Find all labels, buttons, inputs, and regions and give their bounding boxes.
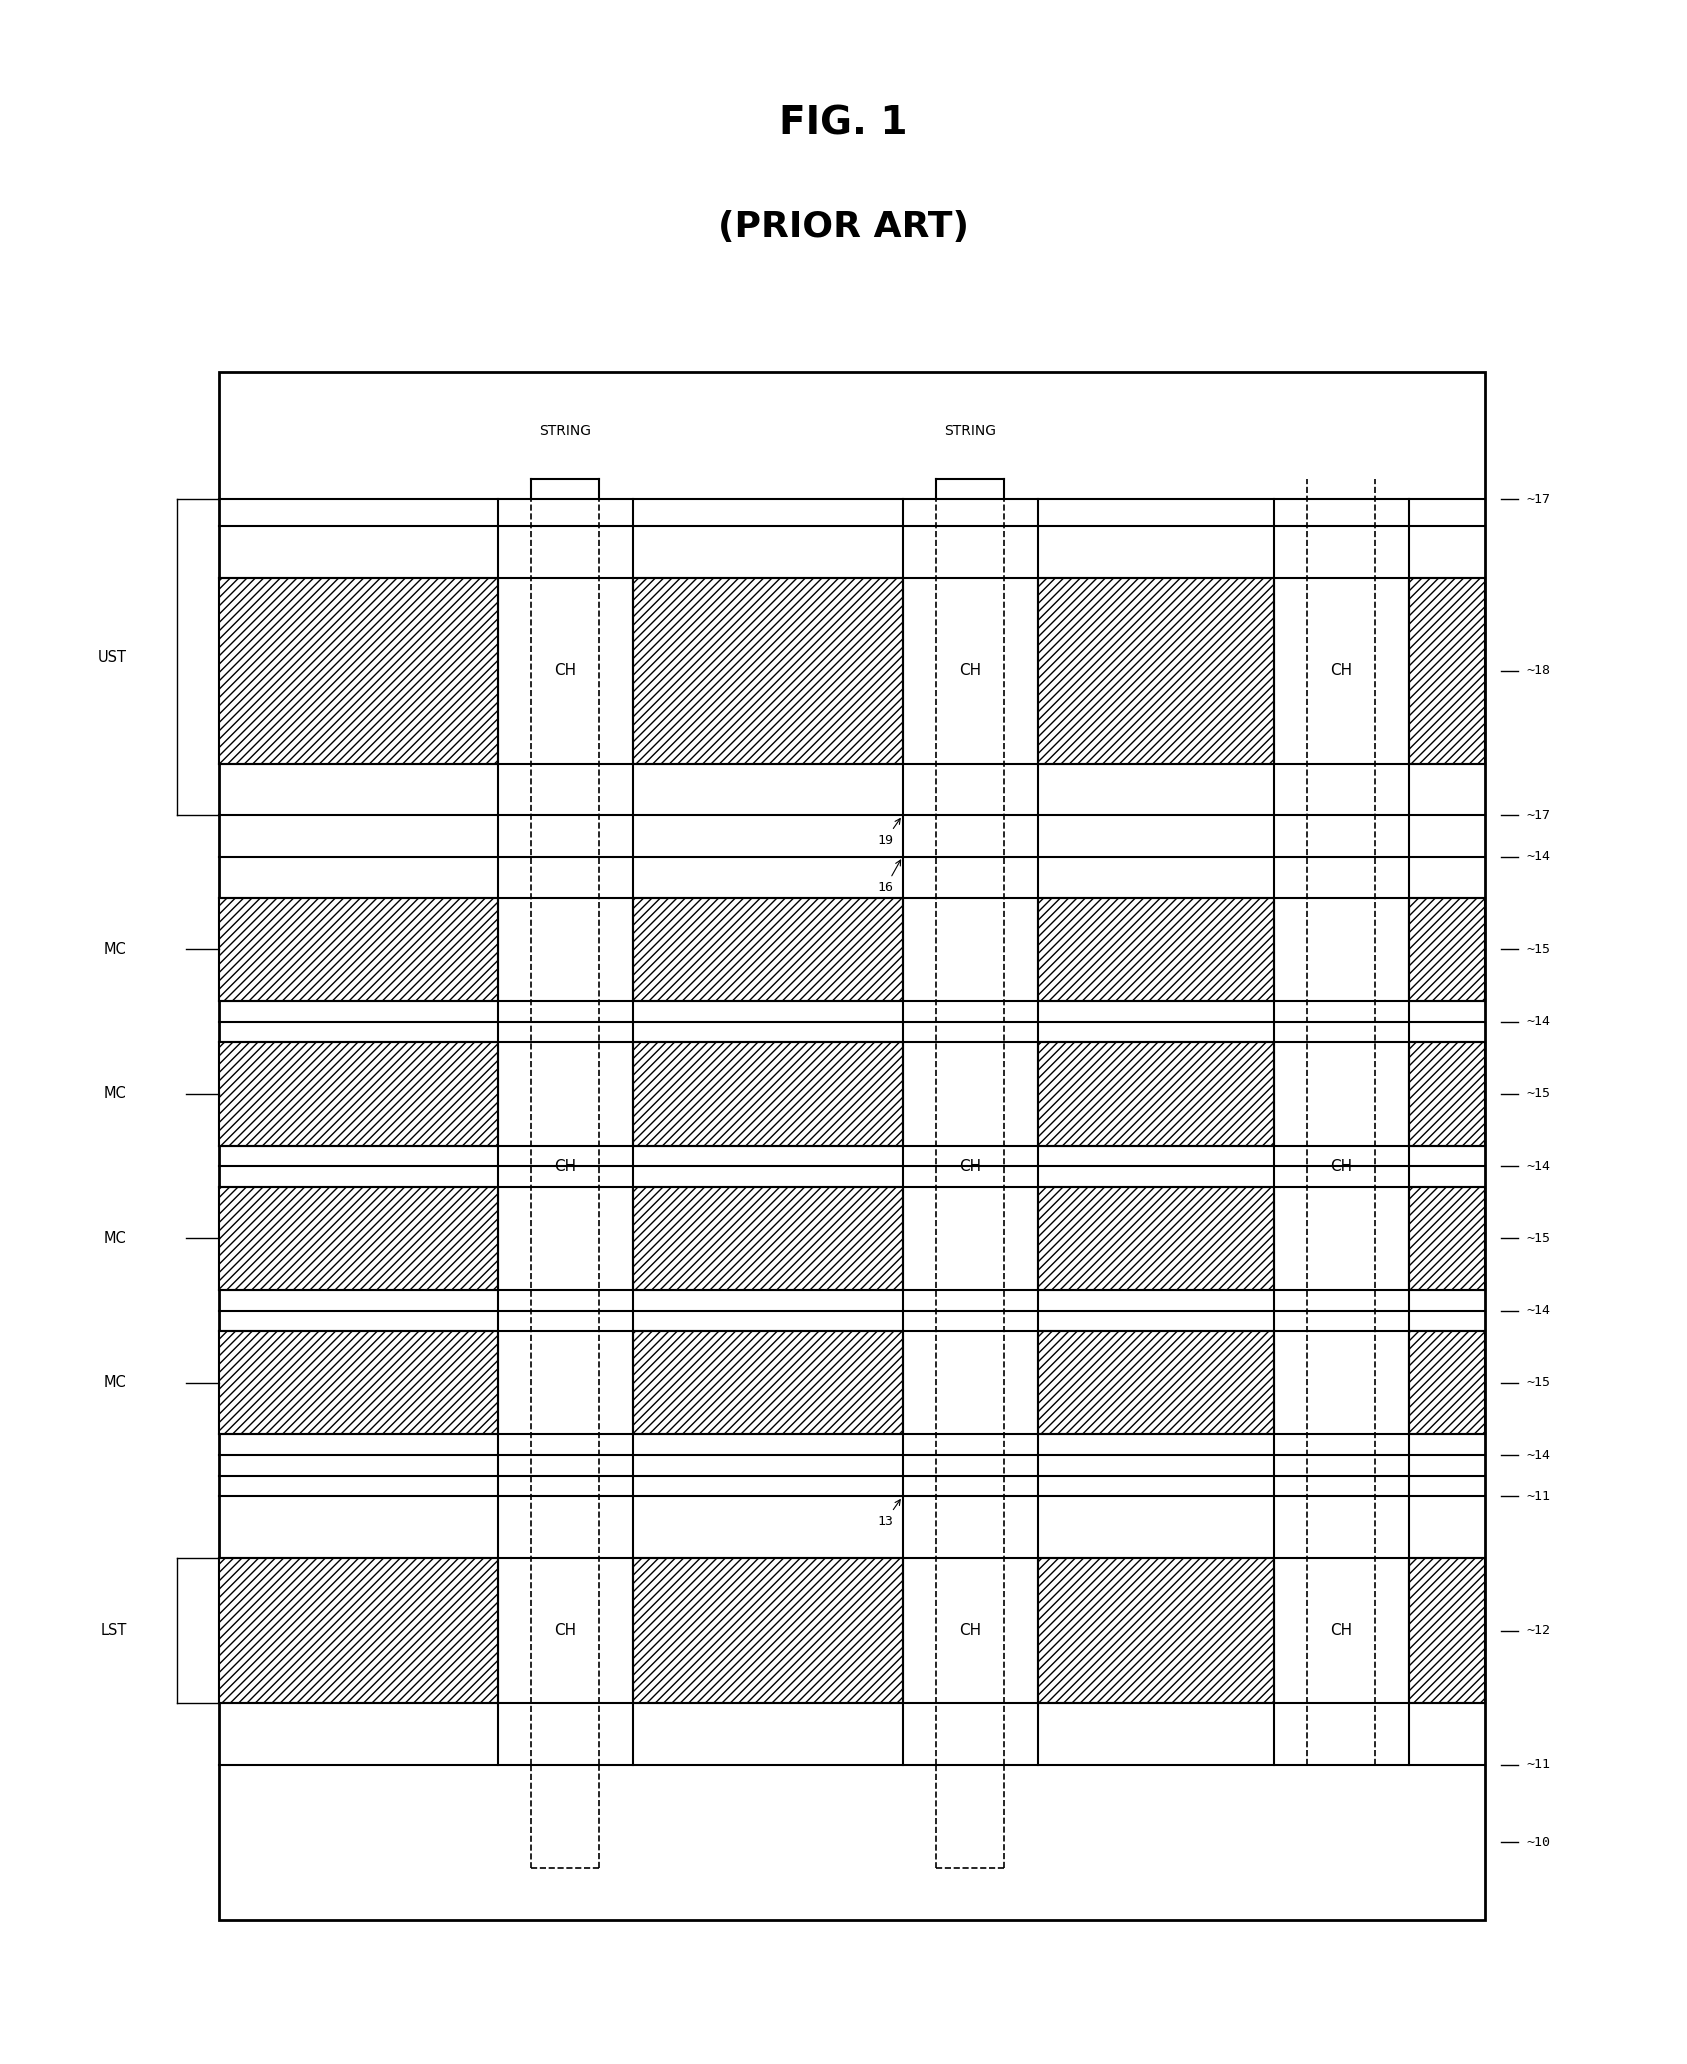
Text: ~14: ~14 bbox=[1527, 1449, 1550, 1461]
Bar bbox=[1409, 578, 1485, 764]
Text: MC: MC bbox=[105, 941, 127, 958]
Bar bbox=[1038, 1331, 1274, 1434]
Bar bbox=[1038, 898, 1274, 1001]
Bar bbox=[219, 1187, 498, 1290]
Bar bbox=[1038, 1042, 1274, 1146]
Text: ~11: ~11 bbox=[1527, 1490, 1550, 1503]
Text: STRING: STRING bbox=[540, 423, 590, 438]
Text: ~15: ~15 bbox=[1527, 1377, 1550, 1389]
Bar bbox=[1038, 1187, 1274, 1290]
Bar bbox=[633, 1042, 903, 1146]
Text: ~17: ~17 bbox=[1527, 493, 1550, 506]
Text: ~18: ~18 bbox=[1527, 665, 1550, 677]
Text: ~17: ~17 bbox=[1527, 809, 1550, 821]
Text: MC: MC bbox=[105, 1375, 127, 1391]
Text: ~12: ~12 bbox=[1527, 1624, 1550, 1637]
Bar bbox=[633, 1187, 903, 1290]
Bar bbox=[219, 898, 498, 1001]
Text: 13: 13 bbox=[877, 1501, 901, 1527]
Text: CH: CH bbox=[1329, 663, 1353, 679]
Text: ~14: ~14 bbox=[1527, 1304, 1550, 1317]
Bar bbox=[633, 898, 903, 1001]
Bar bbox=[633, 1331, 903, 1434]
Bar bbox=[219, 1331, 498, 1434]
Bar bbox=[633, 578, 903, 764]
Text: ~15: ~15 bbox=[1527, 1232, 1550, 1245]
Text: 19: 19 bbox=[877, 819, 901, 846]
Text: FIG. 1: FIG. 1 bbox=[779, 105, 908, 142]
Text: ~14: ~14 bbox=[1527, 850, 1550, 863]
Text: CH: CH bbox=[958, 1622, 982, 1639]
Bar bbox=[1409, 1042, 1485, 1146]
Bar bbox=[219, 372, 1485, 1920]
Text: ~14: ~14 bbox=[1527, 1015, 1550, 1028]
Text: MC: MC bbox=[105, 1230, 127, 1247]
Bar bbox=[1409, 1558, 1485, 1703]
Text: CH: CH bbox=[553, 1158, 577, 1174]
Bar bbox=[1409, 1187, 1485, 1290]
Text: CH: CH bbox=[553, 1622, 577, 1639]
Text: ~11: ~11 bbox=[1527, 1759, 1550, 1771]
Text: ~15: ~15 bbox=[1527, 1088, 1550, 1100]
Text: ~14: ~14 bbox=[1527, 1160, 1550, 1172]
Text: ~10: ~10 bbox=[1527, 1835, 1550, 1849]
Bar bbox=[1409, 898, 1485, 1001]
Bar bbox=[219, 1558, 498, 1703]
Text: CH: CH bbox=[958, 663, 982, 679]
Bar bbox=[1038, 1558, 1274, 1703]
Bar bbox=[219, 578, 498, 764]
Bar bbox=[219, 1042, 498, 1146]
Text: (PRIOR ART): (PRIOR ART) bbox=[719, 211, 968, 244]
Text: CH: CH bbox=[553, 663, 577, 679]
Bar bbox=[1409, 1331, 1485, 1434]
Text: UST: UST bbox=[98, 650, 127, 665]
Text: ~15: ~15 bbox=[1527, 943, 1550, 956]
Text: 16: 16 bbox=[877, 861, 901, 894]
Bar bbox=[633, 1558, 903, 1703]
Text: LST: LST bbox=[100, 1622, 127, 1639]
Bar bbox=[1038, 578, 1274, 764]
Text: CH: CH bbox=[958, 1158, 982, 1174]
Text: STRING: STRING bbox=[945, 423, 995, 438]
Text: CH: CH bbox=[1329, 1158, 1353, 1174]
Text: MC: MC bbox=[105, 1086, 127, 1102]
Text: CH: CH bbox=[1329, 1622, 1353, 1639]
